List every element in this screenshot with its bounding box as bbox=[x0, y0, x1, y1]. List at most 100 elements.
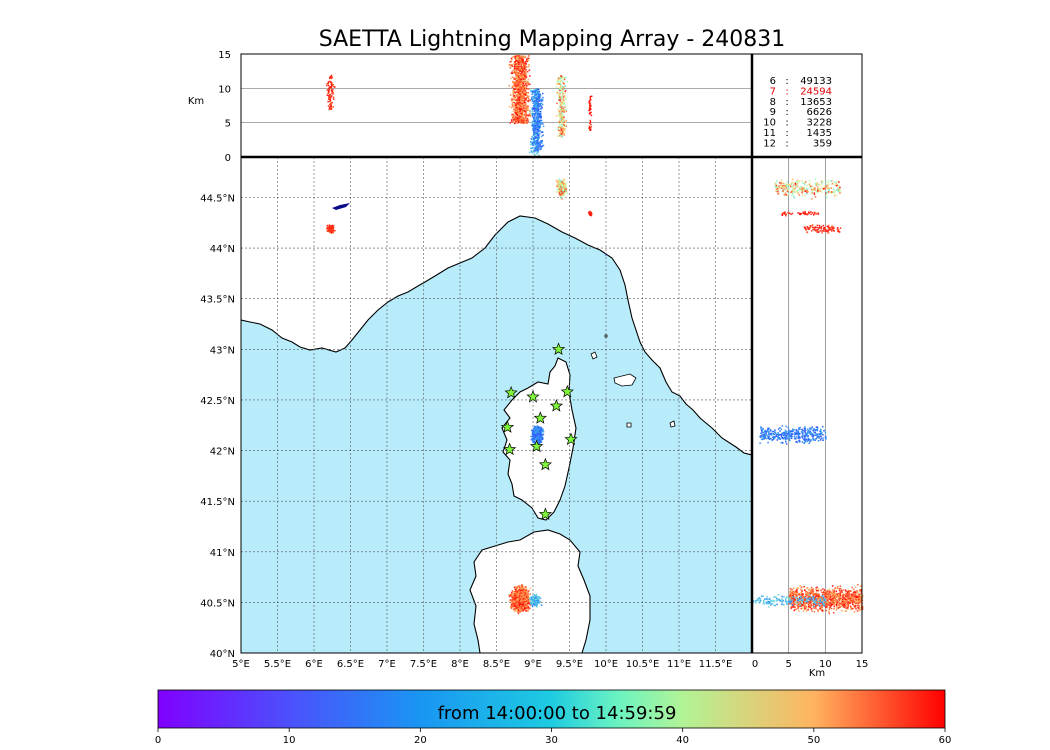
lightning-source bbox=[541, 438, 543, 440]
lightning-source bbox=[518, 604, 520, 606]
lightning-source-alt-lon bbox=[561, 126, 563, 128]
lightning-source-alt-lon bbox=[539, 102, 542, 105]
lightning-source-alt-lon bbox=[514, 71, 516, 74]
lightning-source-alt-lon bbox=[519, 60, 521, 62]
lightning-source-alt-lat bbox=[851, 593, 853, 596]
lightning-source-alt-lat bbox=[857, 593, 860, 595]
lightning-source bbox=[559, 188, 561, 191]
lightning-source bbox=[563, 179, 566, 181]
lightning-source-alt-lon bbox=[513, 69, 516, 71]
lightning-source-alt-lon bbox=[590, 111, 592, 114]
lightning-source-alt-lat bbox=[832, 598, 834, 600]
lightning-source-alt-lon bbox=[557, 77, 560, 80]
station-count-value: 1435 bbox=[807, 128, 832, 139]
lightning-source bbox=[519, 611, 521, 613]
lightning-source-alt-lon bbox=[524, 118, 527, 121]
lightning-source-alt-lon bbox=[513, 118, 515, 121]
lightning-source-alt-lat bbox=[804, 607, 806, 610]
lightning-source-alt-lon bbox=[561, 100, 564, 103]
lightning-source-alt-lon bbox=[517, 90, 520, 92]
lightning-source bbox=[525, 598, 527, 601]
lightning-source-alt-lon bbox=[520, 98, 523, 100]
lightning-source bbox=[534, 594, 536, 597]
lightning-source bbox=[537, 435, 540, 437]
lightning-source bbox=[515, 606, 518, 609]
lightning-source-alt-lat bbox=[844, 589, 847, 591]
lightning-source-alt-lon bbox=[589, 106, 591, 109]
lightning-source-alt-lon bbox=[538, 113, 541, 116]
lightning-source-alt-lon bbox=[331, 76, 334, 79]
lightning-source-alt-lon bbox=[522, 93, 525, 96]
lightning-source-alt-lat bbox=[805, 605, 807, 607]
lightning-source-alt-lon bbox=[540, 141, 543, 143]
lightning-source-alt-lon bbox=[535, 94, 538, 96]
lightning-source-alt-lon bbox=[514, 92, 517, 95]
map-y-tick-label: 41.5°N bbox=[200, 497, 235, 508]
lightning-source bbox=[512, 596, 514, 598]
lightning-source-alt-lon bbox=[542, 134, 544, 137]
altitude-latitude-panel: 0 5 10 15 Km bbox=[751, 156, 868, 679]
lightning-source-alt-lon bbox=[533, 133, 535, 135]
lightning-source-alt-lon bbox=[538, 121, 540, 123]
lightning-source-alt-lon bbox=[515, 106, 518, 109]
lightning-source-alt-lon bbox=[561, 116, 564, 118]
lightning-source bbox=[511, 590, 514, 592]
lightning-source-alt-lon bbox=[539, 94, 542, 97]
lightning-source bbox=[523, 606, 526, 608]
lightning-source-alt-lon bbox=[533, 132, 535, 134]
station-count-value: 6626 bbox=[807, 107, 832, 118]
lightning-source-alt-lon bbox=[517, 101, 520, 104]
lightning-source-alt-lat bbox=[842, 606, 844, 608]
lightning-source-alt-lat bbox=[824, 592, 827, 595]
lightning-source-alt-lat bbox=[848, 602, 851, 605]
lightning-source-alt-lon bbox=[521, 87, 523, 89]
lightning-source-alt-lat bbox=[857, 597, 859, 600]
lightning-source-alt-lon bbox=[515, 109, 518, 112]
lightning-source-alt-lon bbox=[519, 93, 521, 96]
lightning-source-alt-lon bbox=[524, 86, 527, 88]
lightning-source bbox=[523, 603, 525, 606]
lightning-source bbox=[517, 608, 520, 610]
lightning-source-alt-lon bbox=[515, 99, 517, 101]
lightning-source-alt-lon bbox=[524, 99, 526, 102]
lightning-source bbox=[540, 433, 542, 435]
lightning-source-alt-lat bbox=[807, 609, 809, 611]
lightning-source-alt-lon bbox=[515, 108, 517, 110]
lightning-source bbox=[521, 596, 524, 598]
lightning-source-alt-lat bbox=[802, 604, 804, 606]
lightning-source-alt-lon bbox=[517, 84, 520, 87]
lightning-source bbox=[520, 586, 522, 588]
lightning-source bbox=[331, 228, 334, 231]
lightning-source bbox=[537, 436, 540, 438]
lightning-source bbox=[515, 599, 518, 601]
lightning-source-alt-lon bbox=[523, 107, 525, 109]
lightning-source-alt-lon bbox=[532, 140, 535, 142]
lightning-source-alt-lon bbox=[540, 116, 542, 119]
lightning-source-alt-lat bbox=[812, 228, 814, 231]
lightning-source-alt-lon bbox=[328, 87, 331, 89]
lightning-source-alt-lon bbox=[529, 99, 531, 102]
lightning-source-alt-lat bbox=[841, 595, 844, 597]
lightning-source-alt-lat bbox=[806, 587, 809, 589]
lightning-source bbox=[525, 591, 528, 594]
lightning-source bbox=[535, 600, 538, 603]
lightning-source-alt-lon bbox=[561, 89, 563, 91]
lightning-source-alt-lat bbox=[815, 229, 817, 232]
lightning-source-alt-lon bbox=[535, 143, 538, 146]
lightning-source-alt-lon bbox=[511, 86, 514, 89]
lightning-source bbox=[516, 593, 519, 596]
lightning-source bbox=[523, 587, 526, 590]
lightning-source-alt-lat bbox=[857, 607, 859, 609]
lightning-source-alt-lon bbox=[531, 90, 534, 92]
lightning-source bbox=[589, 212, 591, 215]
lightning-source-alt-lon bbox=[540, 105, 542, 107]
lightning-source-alt-lon bbox=[518, 120, 520, 122]
lightning-source-alt-lon bbox=[534, 112, 536, 115]
lightning-source-alt-lon bbox=[538, 115, 540, 118]
lightning-source-alt-lat bbox=[816, 231, 818, 234]
lightning-source bbox=[517, 609, 520, 612]
lightning-source bbox=[525, 594, 527, 596]
lightning-source bbox=[528, 607, 531, 610]
lightning-source-alt-lon bbox=[522, 114, 524, 117]
